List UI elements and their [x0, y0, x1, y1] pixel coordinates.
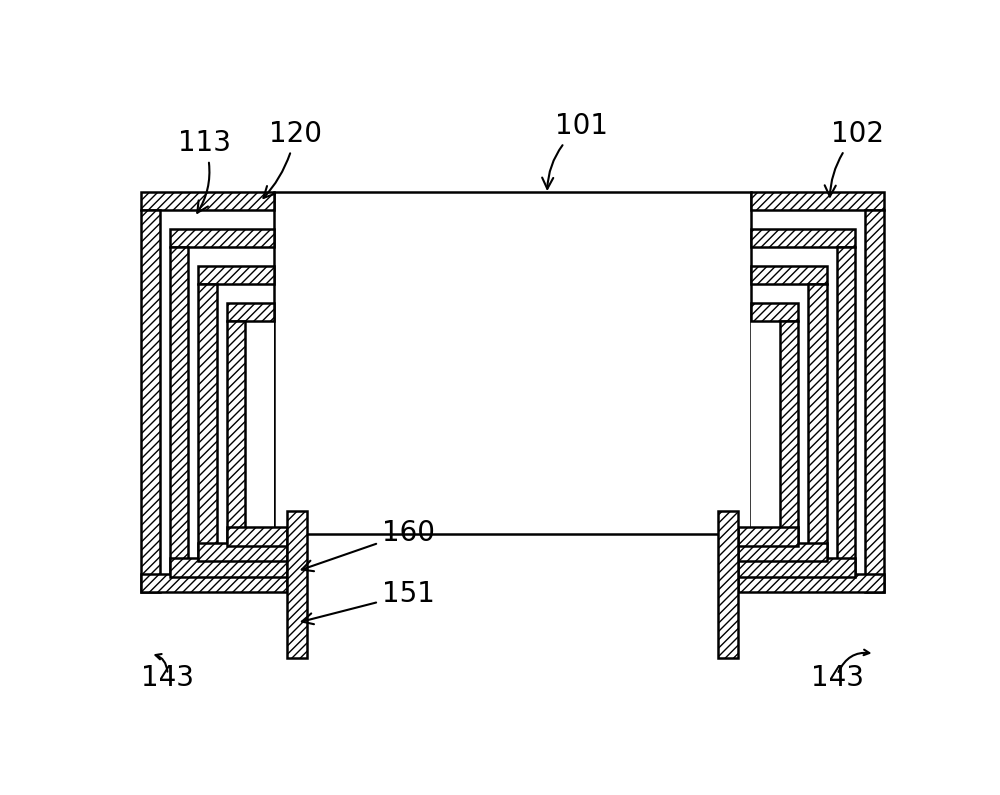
Bar: [751, 284, 808, 303]
Bar: [798, 321, 808, 561]
Bar: [751, 192, 884, 210]
Bar: [287, 511, 307, 657]
Bar: [188, 247, 274, 266]
Bar: [855, 247, 865, 592]
Bar: [751, 266, 827, 284]
Bar: [865, 210, 884, 592]
Bar: [738, 573, 884, 592]
Bar: [141, 573, 287, 592]
Bar: [188, 284, 198, 576]
Text: 113: 113: [178, 129, 231, 213]
Bar: [751, 247, 837, 266]
Bar: [738, 558, 855, 576]
Bar: [780, 321, 798, 546]
Bar: [227, 321, 245, 546]
Bar: [837, 247, 855, 576]
Bar: [160, 210, 274, 229]
Bar: [827, 284, 837, 576]
Bar: [141, 210, 160, 592]
Text: 143: 143: [811, 665, 864, 692]
Text: 102: 102: [825, 120, 884, 196]
Text: 143: 143: [141, 665, 194, 692]
Bar: [170, 229, 274, 247]
Bar: [160, 247, 170, 592]
Bar: [217, 284, 274, 303]
Bar: [738, 543, 827, 561]
Bar: [227, 303, 274, 321]
Bar: [738, 527, 798, 546]
Bar: [198, 543, 287, 561]
Bar: [227, 527, 287, 546]
Bar: [170, 247, 188, 576]
Text: 151: 151: [302, 580, 434, 624]
Bar: [751, 303, 798, 321]
Bar: [198, 284, 217, 561]
Bar: [198, 266, 274, 284]
Bar: [808, 284, 827, 561]
Bar: [217, 321, 227, 561]
Bar: [718, 511, 738, 657]
Bar: [274, 192, 751, 534]
Text: 160: 160: [302, 519, 435, 571]
Bar: [141, 192, 274, 210]
Bar: [751, 229, 855, 247]
Bar: [245, 321, 274, 527]
Text: 101: 101: [542, 112, 608, 189]
Bar: [170, 558, 287, 576]
Bar: [751, 321, 780, 527]
Text: 120: 120: [263, 120, 322, 198]
Bar: [751, 210, 865, 229]
